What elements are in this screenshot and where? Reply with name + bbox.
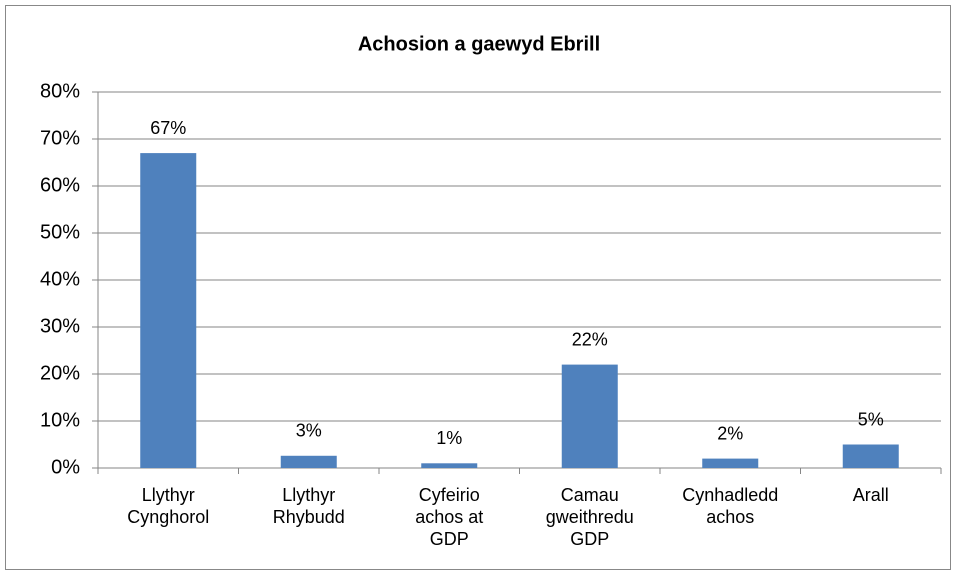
bar (702, 458, 759, 468)
bar (842, 444, 899, 468)
bar (280, 455, 337, 468)
x-tick-label: Arall (852, 485, 889, 505)
bar (561, 364, 618, 468)
x-tick-label: Cynhadledd achos (682, 485, 779, 527)
x-tick-label: Camau gweithredu GDP (545, 485, 634, 549)
data-label: 67% (150, 118, 186, 138)
x-tick-label: Cyfeirio achos at GDP (415, 485, 484, 549)
y-tick-label: 20% (40, 362, 80, 384)
y-tick-label: 40% (40, 268, 80, 290)
x-tick-label: Llythyr Rhybudd (272, 485, 345, 527)
bar (421, 463, 478, 468)
y-tick-label: 30% (40, 315, 80, 337)
y-tick-label: 70% (40, 127, 80, 149)
data-label: 3% (296, 421, 322, 441)
data-label: 1% (436, 428, 462, 448)
y-tick-label: 50% (40, 221, 80, 243)
data-label: 2% (717, 423, 743, 443)
y-tick-label: 0% (51, 456, 80, 478)
y-tick-label: 10% (40, 409, 80, 431)
y-tick-label: 60% (40, 174, 80, 196)
y-tick-label: 80% (40, 80, 80, 102)
bar (140, 153, 197, 468)
data-label: 22% (572, 329, 608, 349)
x-tick-label: Llythyr Cynghorol (127, 485, 210, 527)
data-label: 5% (858, 409, 884, 429)
chart-title: Achosion a gaewyd Ebrill (358, 33, 600, 55)
